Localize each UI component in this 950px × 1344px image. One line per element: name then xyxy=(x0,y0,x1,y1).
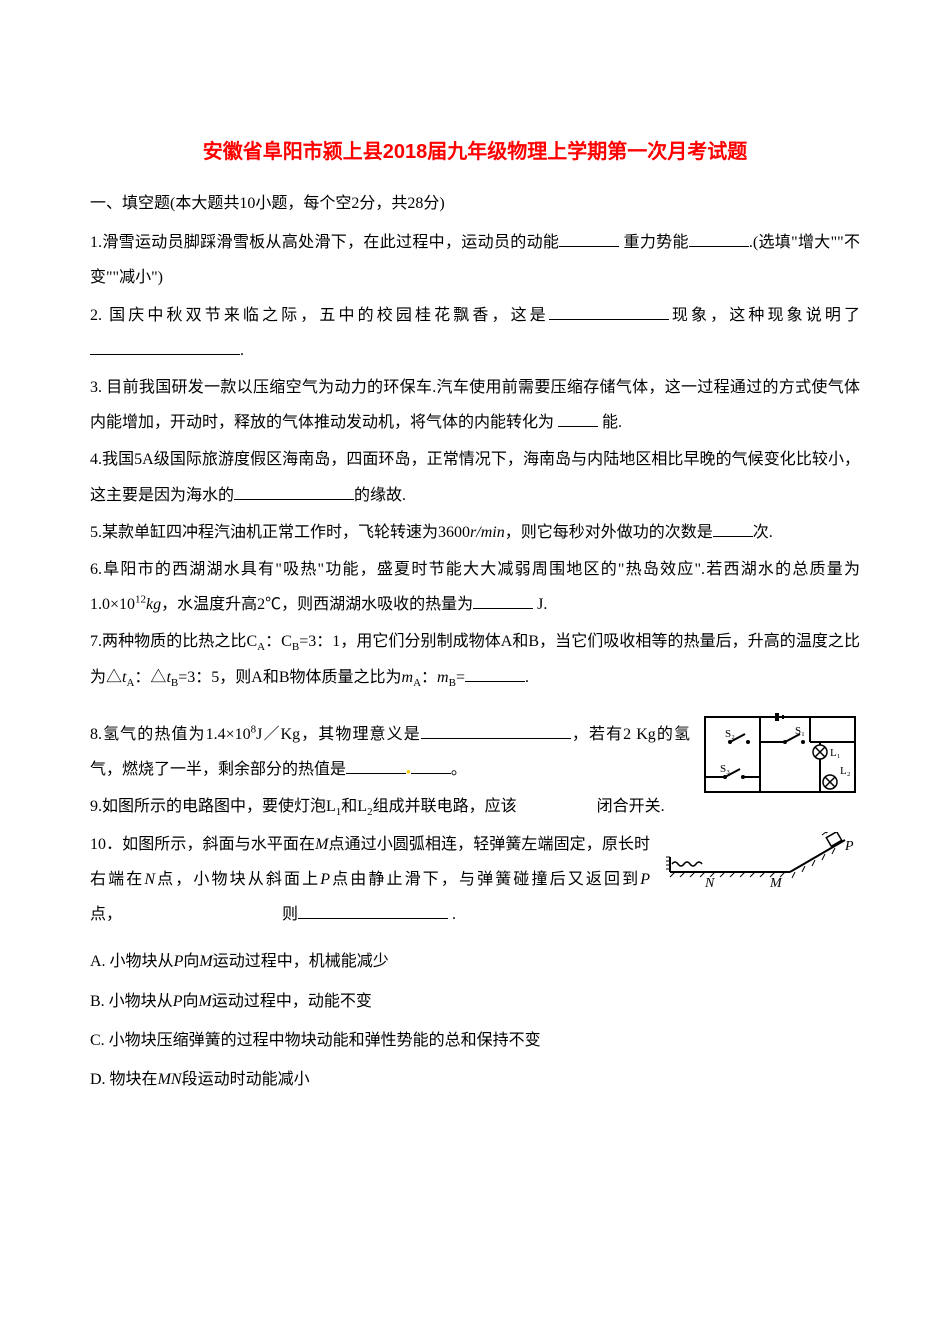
q6-unit: kg xyxy=(146,596,161,613)
q5-mid: ，则它每秒对外做功的次数是 xyxy=(505,524,713,541)
q8-suffix: 。 xyxy=(451,761,467,778)
q7-mid5: ： xyxy=(421,669,437,686)
optA-M: M xyxy=(199,953,212,970)
q7-mA: m xyxy=(402,669,414,686)
blank xyxy=(298,903,448,919)
q8-prefix: 8.氢气的热值为1.4×10 xyxy=(90,726,251,743)
optB-prefix: B. 小物块从 xyxy=(90,993,173,1010)
question-6: 6.阜阳市的西湖湖水具有"吸热"功能，盛夏时节能大大减弱周围地区的"热岛效应".… xyxy=(90,552,860,622)
blank xyxy=(559,231,619,247)
question-7: 7.两种物质的比热之比CA：CB=3：1，用它们分别制成物体A和B，当它们吸收相… xyxy=(90,624,860,695)
q10-P: P xyxy=(320,871,330,888)
q9-mid2: 组成并联电路，应该 xyxy=(373,798,517,815)
q7-prefix: 7.两种物质的比热之比C xyxy=(90,633,257,650)
blank xyxy=(465,666,525,682)
q10-mid4: 点， xyxy=(90,906,122,923)
q10-N: N xyxy=(144,871,155,888)
q3-prefix: 3. 目前我国研发一款以压缩空气为动力的环保车.汽车使用前需要压缩存储气体，这一… xyxy=(90,379,860,431)
q2-mid: 现象，这种现象说明了 xyxy=(669,307,860,324)
q5-prefix: 5.某款单缸四冲程汽油机正常工作时，飞轮转速为3600 xyxy=(90,524,470,541)
q1-mid: 重力势能 xyxy=(619,234,689,251)
blank xyxy=(411,758,451,774)
q6-mid: ，水温度升高2℃，则西湖湖水吸收的热量为 xyxy=(161,596,473,613)
q10-mid3: 点由静止滑下，与弹簧碰撞后又返回到 xyxy=(330,871,640,888)
q6-suffix: J. xyxy=(533,596,547,613)
question-1: 1.滑雪运动员脚踩滑雪板从高处滑下，在此过程中，运动员的动能 重力势能.(选填"… xyxy=(90,225,860,295)
q2-prefix: 2. 国庆中秋双节来临之际，五中的校园桂花飘香，这是 xyxy=(90,307,549,324)
q9-mid: 和L xyxy=(341,798,367,815)
q4-prefix: 4.我国5A级国际旅游度假区海南岛，四面环岛，正常情况下，海南岛与内陆地区相比早… xyxy=(90,451,860,503)
svg-text:L₁: L₁ xyxy=(830,747,841,759)
q9-prefix: 9.如图所示的电路图中，要使灯泡L xyxy=(90,798,336,815)
question-5: 5.某款单缸四冲程汽油机正常工作时，飞轮转速为3600r/min，则它每秒对外做… xyxy=(90,515,860,550)
q7-subB3: B xyxy=(449,677,456,689)
q10-mid2: 点，小物块从斜面上 xyxy=(155,871,320,888)
optB-end: 运动过程中，动能不变 xyxy=(212,993,372,1010)
q4-suffix: 的缘故. xyxy=(354,487,406,504)
q6-exp: 12 xyxy=(135,594,146,606)
page-title: 安徽省阜阳市颍上县2018届九年级物理上学期第一次月考试题 xyxy=(90,130,860,174)
q10-P2: P xyxy=(640,871,650,888)
blank xyxy=(234,484,354,500)
q9-suffix: 闭合开关. xyxy=(597,798,665,815)
q7-subA3: A xyxy=(413,677,421,689)
question-3: 3. 目前我国研发一款以压缩空气为动力的环保车.汽车使用前需要压缩存储气体，这一… xyxy=(90,370,860,440)
optB-P: P xyxy=(173,993,183,1010)
q10-M: M xyxy=(315,836,328,853)
optA-P: P xyxy=(174,953,184,970)
blank xyxy=(713,521,753,537)
svg-text:S₃: S₃ xyxy=(720,763,730,775)
blank xyxy=(558,411,598,427)
optB-mid: 向 xyxy=(182,993,198,1010)
option-d: D. 物块在MN段运动时动能减小 xyxy=(90,1062,860,1097)
blank xyxy=(346,758,406,774)
svg-text:S₂: S₂ xyxy=(725,728,735,740)
q8-unit: J／Kg，其物理意义是 xyxy=(256,726,421,743)
q7-subA: A xyxy=(257,641,265,653)
optD-MN: MN xyxy=(158,1071,182,1088)
blank xyxy=(90,339,240,355)
svg-text:P: P xyxy=(844,839,854,854)
q10-suffix: 则 xyxy=(282,906,298,923)
option-c: C. 小物块压缩弹簧的过程中物块动能和弹性势能的总和保持不变 xyxy=(90,1023,860,1058)
optA-prefix: A. 小物块从 xyxy=(90,953,174,970)
optA-mid: 向 xyxy=(183,953,199,970)
svg-text:L₂: L₂ xyxy=(840,765,851,777)
q1-prefix: 1.滑雪运动员脚踩滑雪板从高处滑下，在此过程中，运动员的动能 xyxy=(90,234,559,251)
blank xyxy=(549,304,669,320)
q5-unit: r/min xyxy=(470,524,505,541)
question-2: 2. 国庆中秋双节来临之际，五中的校园桂花飘香，这是 现象，这种现象说明了. xyxy=(90,298,860,368)
option-b: B. 小物块从P向M运动过程中，动能不变 xyxy=(90,984,860,1019)
options-list: A. 小物块从P向M运动过程中，机械能减少 B. 小物块从P向M运动过程中，动能… xyxy=(90,944,860,1097)
blank xyxy=(421,723,571,739)
blank xyxy=(473,593,533,609)
question-10: N M P 10．如图所示，斜面与水平面在M点通过小圆弧相连，轻弹簧左端固定，原… xyxy=(90,827,860,933)
q3-suffix: 能. xyxy=(598,414,622,431)
option-a: A. 小物块从P向M运动过程中，机械能减少 xyxy=(90,944,860,979)
q7-mid4: =3：5，则A和B物体质量之比为 xyxy=(178,669,401,686)
question-8: S₂ S₁ L₁ L₂ S₃ 8.氢气的热值为1.4×108J／Kg，其物理意义… xyxy=(90,717,860,787)
circuit-diagram: S₂ S₁ L₁ L₂ S₃ xyxy=(700,712,860,797)
question-4: 4.我国5A级国际旅游度假区海南岛，四面环岛，正常情况下，海南岛与内陆地区相比早… xyxy=(90,442,860,512)
q7-suffix: . xyxy=(525,669,529,686)
optD-prefix: D. 物块在 xyxy=(90,1071,158,1088)
q5-suffix: 次. xyxy=(753,524,773,541)
q2-suffix: . xyxy=(240,342,244,359)
q10-end: . xyxy=(448,906,456,923)
optA-end: 运动过程中，机械能减少 xyxy=(213,953,389,970)
svg-text:S₁: S₁ xyxy=(795,725,805,737)
svg-text:M: M xyxy=(769,876,783,891)
blank xyxy=(689,231,749,247)
optD-end: 段运动时动能减小 xyxy=(182,1071,310,1088)
section-header: 一、填空题(本大题共10小题，每个空2分，共28分) xyxy=(90,186,860,221)
optC: C. 小物块压缩弹簧的过程中物块动能和弹性势能的总和保持不变 xyxy=(90,1032,541,1049)
svg-text:N: N xyxy=(704,876,715,891)
incline-diagram: N M P xyxy=(660,832,860,892)
q7-mid1: ：C xyxy=(265,633,292,650)
q10-prefix: 10．如图所示，斜面与水平面在 xyxy=(90,836,315,853)
q7-mB: m xyxy=(437,669,449,686)
optB-M: M xyxy=(198,993,211,1010)
q7-mid3: ：△ xyxy=(134,669,166,686)
q7-mid6: = xyxy=(456,669,465,686)
